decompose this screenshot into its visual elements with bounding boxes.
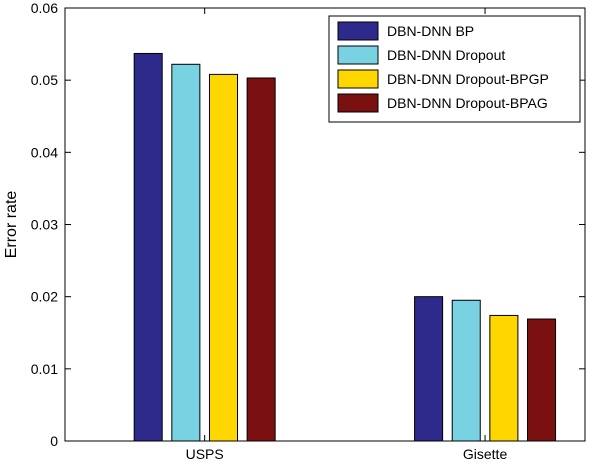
legend-label: DBN-DNN Dropout-BPGP	[387, 71, 549, 87]
legend-swatch	[337, 21, 379, 41]
bar-usps-series-2	[171, 63, 201, 442]
y-tick-label: 0.05	[31, 72, 58, 88]
bar-gisette-series-2	[451, 299, 481, 442]
y-tick-label: 0.02	[31, 289, 58, 305]
y-tick-label: 0.04	[31, 144, 58, 160]
y-tick-label: 0	[50, 433, 58, 449]
y-tick-label: 0.03	[31, 217, 58, 233]
legend: DBN-DNN BP DBN-DNN Dropout DBN-DNN Dropout…	[328, 15, 581, 123]
x-tick-label: Gisette	[463, 446, 508, 462]
bars-group	[133, 52, 557, 442]
bar-gisette-series-3	[489, 314, 519, 442]
bar-usps-series-4	[246, 77, 276, 442]
y-axis-label: Error rate	[3, 191, 20, 259]
y-tick-label: 0.06	[31, 0, 58, 16]
legend-label: DBN-DNN BP	[387, 23, 474, 39]
legend-label: DBN-DNN Dropout	[387, 47, 505, 63]
legend-swatch	[337, 69, 379, 89]
x-tick-label: USPS	[186, 446, 224, 462]
legend-swatch	[337, 93, 379, 113]
bar-usps-series-3	[208, 73, 239, 442]
bar-gisette-series-1	[414, 296, 444, 442]
y-tick-group: 0 0.01 0.02 0.03 0.04 0.05 0.06	[31, 0, 585, 449]
legend-label: DBN-DNN Dropout-BPAG	[387, 95, 548, 111]
x-tick-group: USPS Gisette	[186, 8, 508, 462]
y-tick-label: 0.01	[31, 361, 58, 377]
legend-swatch	[337, 45, 379, 65]
bar-gisette-series-4	[527, 318, 557, 442]
bar-usps-series-1	[133, 52, 163, 442]
